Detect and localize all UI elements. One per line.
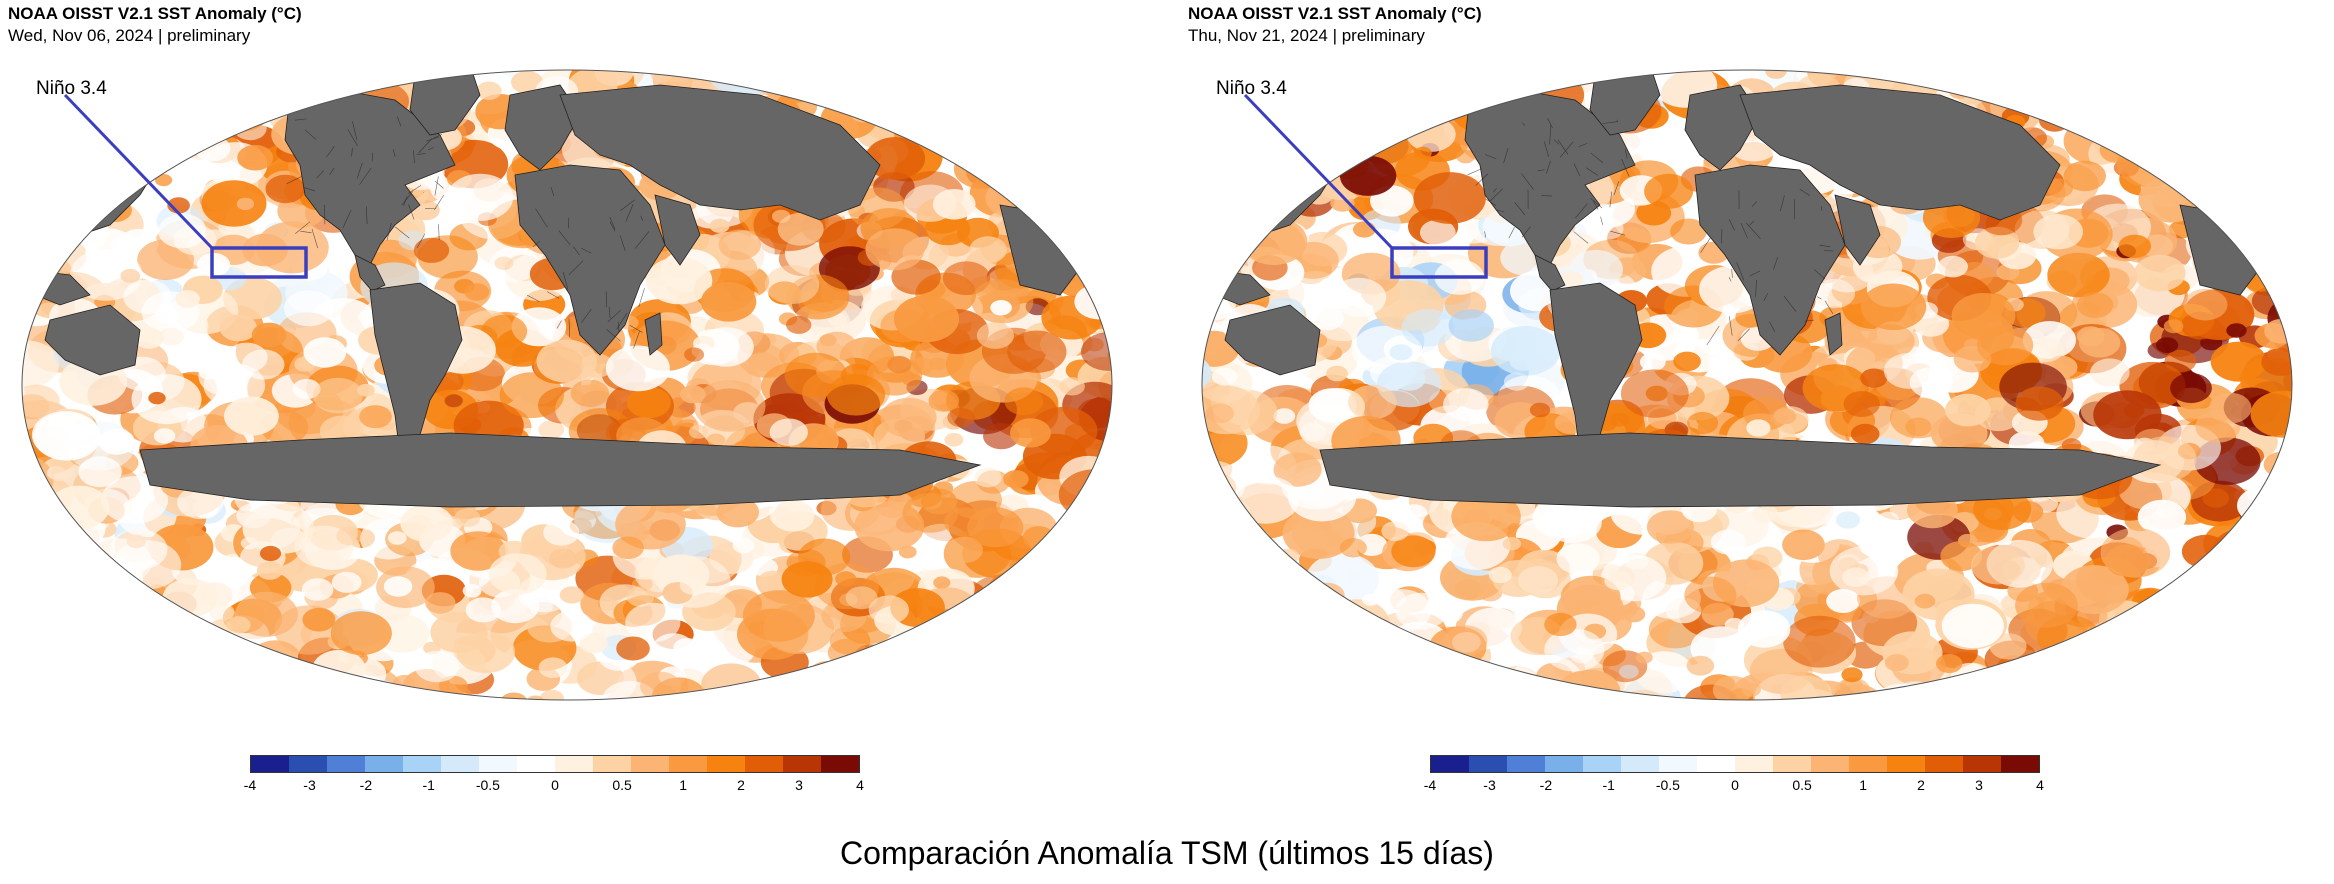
colorbar-swatch bbox=[1507, 756, 1545, 772]
colorbar-tick-label: 3 bbox=[795, 777, 803, 793]
map-title: NOAA OISST V2.1 SST Anomaly (°C) bbox=[1188, 4, 1482, 23]
colorbar-tick-label: 0.5 bbox=[612, 777, 632, 793]
land-masses bbox=[22, 70, 1091, 508]
colorbar-swatch bbox=[327, 756, 365, 772]
colorbar-tick-label: 2 bbox=[737, 777, 745, 793]
land-masses bbox=[1202, 70, 2271, 508]
map-title: NOAA OISST V2.1 SST Anomaly (°C) bbox=[8, 4, 302, 23]
colorbar: -4 -3 -2 -1 -0.5 0 0.5 1 2 3 4 bbox=[244, 755, 864, 793]
comparison-title: Comparación Anomalía TSM (últimos 15 día… bbox=[840, 835, 1494, 871]
colorbar-swatch bbox=[1811, 756, 1849, 772]
colorbar-swatch bbox=[1773, 756, 1811, 772]
colorbar-tick-labels: -4 -3 -2 -1 -0.5 0 0.5 1 2 3 4 bbox=[244, 777, 864, 795]
colorbar-swatches bbox=[1430, 755, 2040, 773]
colorbar-tick-label: -3 bbox=[303, 777, 316, 793]
colorbar-swatch bbox=[745, 756, 783, 772]
colorbar-tick-label: -2 bbox=[1539, 777, 1553, 793]
colorbar-tick-label: 0 bbox=[1731, 777, 1739, 793]
colorbar-tick-labels: -4 -3 -2 -1 -0.5 0 0.5 1 2 3 4 bbox=[1424, 777, 2044, 795]
map-panel-nov06: NOAA OISST V2.1 SST Anomaly (°C) Wed, No… bbox=[0, 0, 1167, 800]
colorbar-tick-label: -4 bbox=[1423, 777, 1437, 793]
colorbar-swatch bbox=[2001, 756, 2039, 772]
colorbar: -4 -3 -2 -1 -0.5 0 0.5 1 2 3 4 bbox=[1424, 755, 2044, 793]
colorbar-tick-label: 3 bbox=[1975, 777, 1983, 793]
colorbar-swatch bbox=[783, 756, 821, 772]
map-subtitle: Thu, Nov 21, 2024 | preliminary bbox=[1188, 26, 1425, 45]
map-subtitle: Wed, Nov 06, 2024 | preliminary bbox=[8, 26, 251, 45]
sst-anomaly-field bbox=[22, 70, 1112, 700]
colorbar-tick-label: 2 bbox=[1917, 777, 1925, 793]
nino34-leader-line bbox=[1243, 93, 1394, 250]
colorbar-tick-label: -0.5 bbox=[475, 777, 500, 793]
colorbar-tick-label: 4 bbox=[2036, 777, 2044, 793]
colorbar-swatch bbox=[593, 756, 631, 772]
nino34-region-box bbox=[210, 246, 308, 279]
colorbar-swatch bbox=[289, 756, 327, 772]
nino34-region-box bbox=[1390, 246, 1488, 279]
colorbar-tick-label: -0.5 bbox=[1655, 777, 1680, 793]
colorbar-swatch bbox=[1697, 756, 1735, 772]
colorbar-swatch bbox=[555, 756, 593, 772]
colorbar-swatch bbox=[1925, 756, 1963, 772]
colorbar-swatch bbox=[1659, 756, 1697, 772]
colorbar-swatch bbox=[365, 756, 403, 772]
colorbar-tick-label: -1 bbox=[422, 777, 435, 793]
nino34-leader-line bbox=[63, 93, 214, 250]
colorbar-swatch bbox=[1621, 756, 1659, 772]
colorbar-swatch bbox=[251, 756, 289, 772]
colorbar-swatch bbox=[1849, 756, 1887, 772]
sst-anomaly-map: Niño 3.4 bbox=[21, 69, 1113, 701]
colorbar-swatch bbox=[1583, 756, 1621, 772]
colorbar-swatch bbox=[1431, 756, 1469, 772]
colorbar-swatch bbox=[821, 756, 859, 772]
colorbar-swatch bbox=[707, 756, 745, 772]
colorbar-swatch bbox=[1469, 756, 1507, 772]
sst-anomaly-map: Niño 3.4 bbox=[1201, 69, 2293, 701]
colorbar-swatch bbox=[1545, 756, 1583, 772]
nino34-label: Niño 3.4 bbox=[36, 78, 107, 99]
colorbar-swatch bbox=[1887, 756, 1925, 772]
colorbar-swatch bbox=[669, 756, 707, 772]
colorbar-tick-label: 1 bbox=[1859, 777, 1867, 793]
sst-anomaly-field bbox=[1202, 70, 2292, 700]
map-panel-nov21: NOAA OISST V2.1 SST Anomaly (°C) Thu, No… bbox=[1180, 0, 2334, 800]
colorbar-swatch bbox=[517, 756, 555, 772]
colorbar-swatch bbox=[479, 756, 517, 772]
colorbar-tick-label: -4 bbox=[243, 777, 257, 793]
colorbar-swatch bbox=[1963, 756, 2001, 772]
colorbar-tick-label: 0.5 bbox=[1792, 777, 1812, 793]
colorbar-tick-label: -1 bbox=[1602, 777, 1615, 793]
map-boundary bbox=[21, 69, 1113, 701]
colorbar-tick-label: 4 bbox=[856, 777, 864, 793]
colorbar-swatch bbox=[631, 756, 669, 772]
colorbar-tick-label: -3 bbox=[1483, 777, 1496, 793]
colorbar-tick-label: -2 bbox=[359, 777, 373, 793]
map-boundary bbox=[1201, 69, 2293, 701]
colorbar-swatch bbox=[441, 756, 479, 772]
colorbar-tick-label: 1 bbox=[679, 777, 687, 793]
nino34-label: Niño 3.4 bbox=[1216, 78, 1287, 99]
colorbar-swatches bbox=[250, 755, 860, 773]
colorbar-swatch bbox=[1735, 756, 1773, 772]
colorbar-tick-label: 0 bbox=[551, 777, 559, 793]
colorbar-swatch bbox=[403, 756, 441, 772]
